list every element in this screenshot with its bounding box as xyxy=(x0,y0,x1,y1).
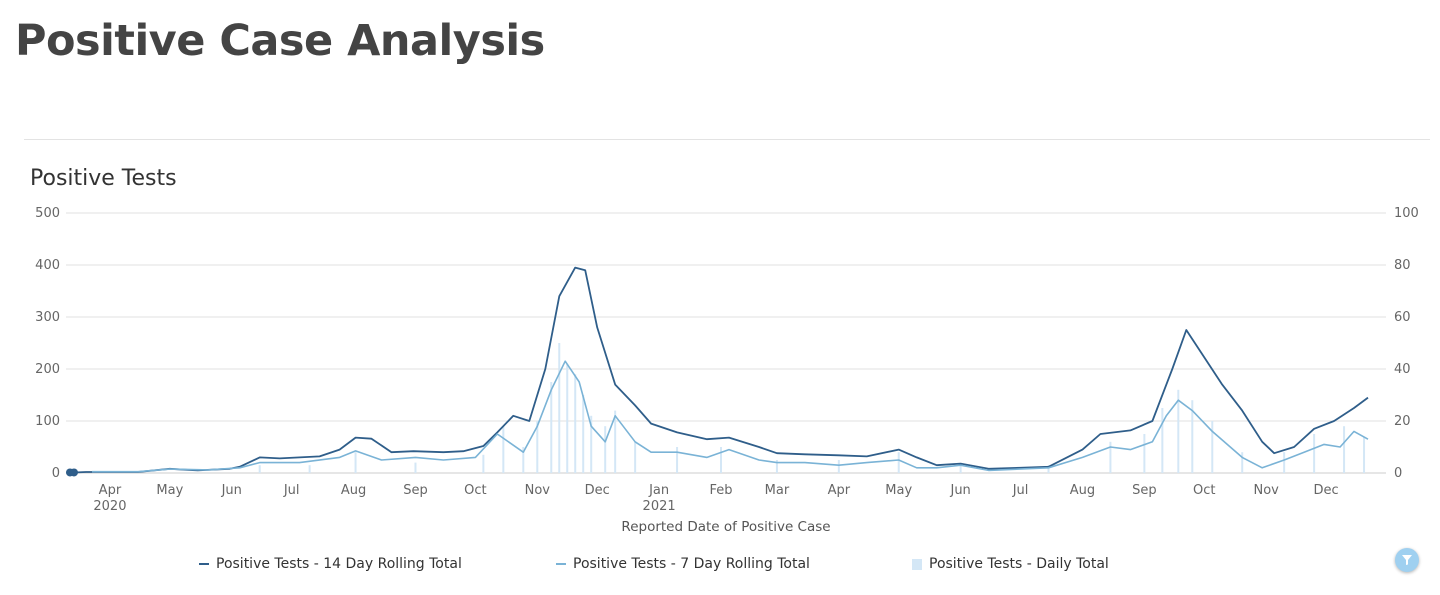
daily-total-bar xyxy=(837,460,840,473)
daily-total-bar xyxy=(550,382,553,473)
daily-total-bar xyxy=(604,426,607,473)
daily-total-bar xyxy=(414,462,417,473)
x-tick-label: Nov xyxy=(1253,483,1279,498)
daily-total-bar xyxy=(582,395,585,473)
daily-total-bar xyxy=(558,343,561,473)
daily-total-bar xyxy=(258,465,261,473)
y-left-tick-label: 300 xyxy=(35,310,60,325)
section-divider xyxy=(24,139,1430,140)
y-right-tick-label: 20 xyxy=(1394,414,1411,429)
x-tick-label: Apr xyxy=(99,483,122,498)
legend-swatch-daily xyxy=(912,558,922,570)
legend-swatch-14day xyxy=(199,563,209,565)
chart-title: Positive Tests xyxy=(30,166,177,191)
filter-button[interactable] xyxy=(1395,548,1419,572)
x-tick-label: Aug xyxy=(341,483,366,498)
x-tick-label: Dec xyxy=(585,483,610,498)
daily-total-bar xyxy=(775,460,778,473)
legend-swatch-7day xyxy=(556,563,566,565)
x-tick-label: Feb xyxy=(709,483,732,498)
series-line-7day xyxy=(92,360,1369,473)
daily-total-bar xyxy=(1143,434,1146,473)
x-tick-label: Jul xyxy=(283,483,300,498)
x-axis-title: Reported Date of Positive Case xyxy=(621,519,830,535)
x-tick-label: Jun xyxy=(949,483,970,498)
daily-total-bar xyxy=(566,363,569,473)
daily-bars-layer xyxy=(258,343,1366,473)
legend-item-daily[interactable]: Positive Tests - Daily Total xyxy=(912,556,1109,572)
legend-label-daily: Positive Tests - Daily Total xyxy=(929,556,1109,572)
x-tick-label: Jun xyxy=(221,483,242,498)
daily-total-bar xyxy=(522,447,525,473)
x-tick-sublabel: 2020 xyxy=(93,499,126,514)
series-point-14day xyxy=(69,468,78,477)
daily-total-bar xyxy=(614,410,617,473)
x-tick-label: Sep xyxy=(1132,483,1157,498)
x-tick-label: Jul xyxy=(1012,483,1029,498)
daily-total-bar xyxy=(634,441,637,473)
x-tick-label: Mar xyxy=(765,483,790,498)
x-tick-label: Apr xyxy=(828,483,851,498)
filter-icon xyxy=(1402,555,1412,565)
x-tick-label: Dec xyxy=(1314,483,1339,498)
x-tick-sublabel: 2021 xyxy=(643,499,676,514)
legend-item-7day[interactable]: Positive Tests - 7 Day Rolling Total xyxy=(556,556,810,572)
y-right-tick-label: 40 xyxy=(1394,362,1411,377)
x-tick-label: Nov xyxy=(525,483,551,498)
daily-total-bar xyxy=(502,426,505,473)
page-title: Positive Case Analysis xyxy=(15,16,545,66)
daily-total-bar xyxy=(720,447,723,473)
daily-total-bar xyxy=(1241,452,1244,473)
y-left-tick-label: 500 xyxy=(35,206,60,221)
daily-total-bar xyxy=(354,452,357,473)
y-right-tick-label: 0 xyxy=(1394,466,1402,481)
daily-total-bar xyxy=(1047,465,1050,473)
y-right-tick-label: 60 xyxy=(1394,310,1411,325)
y-right-tick-label: 80 xyxy=(1394,258,1411,273)
x-tick-label: May xyxy=(885,483,912,498)
daily-total-bar xyxy=(482,454,485,473)
daily-total-bar xyxy=(1211,421,1214,473)
daily-total-bar xyxy=(308,465,311,473)
daily-total-bar xyxy=(574,374,577,473)
legend-item-14day[interactable]: Positive Tests - 14 Day Rolling Total xyxy=(199,556,462,572)
daily-total-bar xyxy=(676,447,679,473)
y-left-tick-label: 400 xyxy=(35,258,60,273)
daily-total-bar xyxy=(1177,389,1180,473)
series-line-14day xyxy=(70,266,1369,474)
daily-total-bar xyxy=(590,415,593,473)
x-tick-label: May xyxy=(156,483,183,498)
legend-label-14day: Positive Tests - 14 Day Rolling Total xyxy=(216,556,462,572)
daily-total-bar xyxy=(1343,426,1346,473)
y-left-tick-label: 100 xyxy=(35,414,60,429)
daily-total-bar xyxy=(1109,441,1112,473)
x-tick-label: Jan xyxy=(648,483,669,498)
daily-total-bar xyxy=(1313,434,1316,473)
x-tick-label: Sep xyxy=(403,483,428,498)
daily-total-bar xyxy=(1283,452,1286,473)
daily-total-bar xyxy=(1161,408,1164,473)
y-left-tick-label: 200 xyxy=(35,362,60,377)
y-right-tick-label: 100 xyxy=(1394,206,1419,221)
daily-total-bar xyxy=(897,452,900,473)
x-tick-label: Oct xyxy=(464,483,486,498)
daily-total-bar xyxy=(1191,400,1194,473)
daily-total-bar xyxy=(536,421,539,473)
daily-total-bar xyxy=(959,465,962,473)
legend-label-7day: Positive Tests - 7 Day Rolling Total xyxy=(573,556,810,572)
daily-total-bar xyxy=(1363,436,1366,473)
y-left-tick-label: 0 xyxy=(52,466,60,481)
x-tick-label: Aug xyxy=(1070,483,1095,498)
lines-layer xyxy=(65,266,1369,477)
grid-layer xyxy=(66,212,1386,474)
x-tick-label: Oct xyxy=(1193,483,1215,498)
